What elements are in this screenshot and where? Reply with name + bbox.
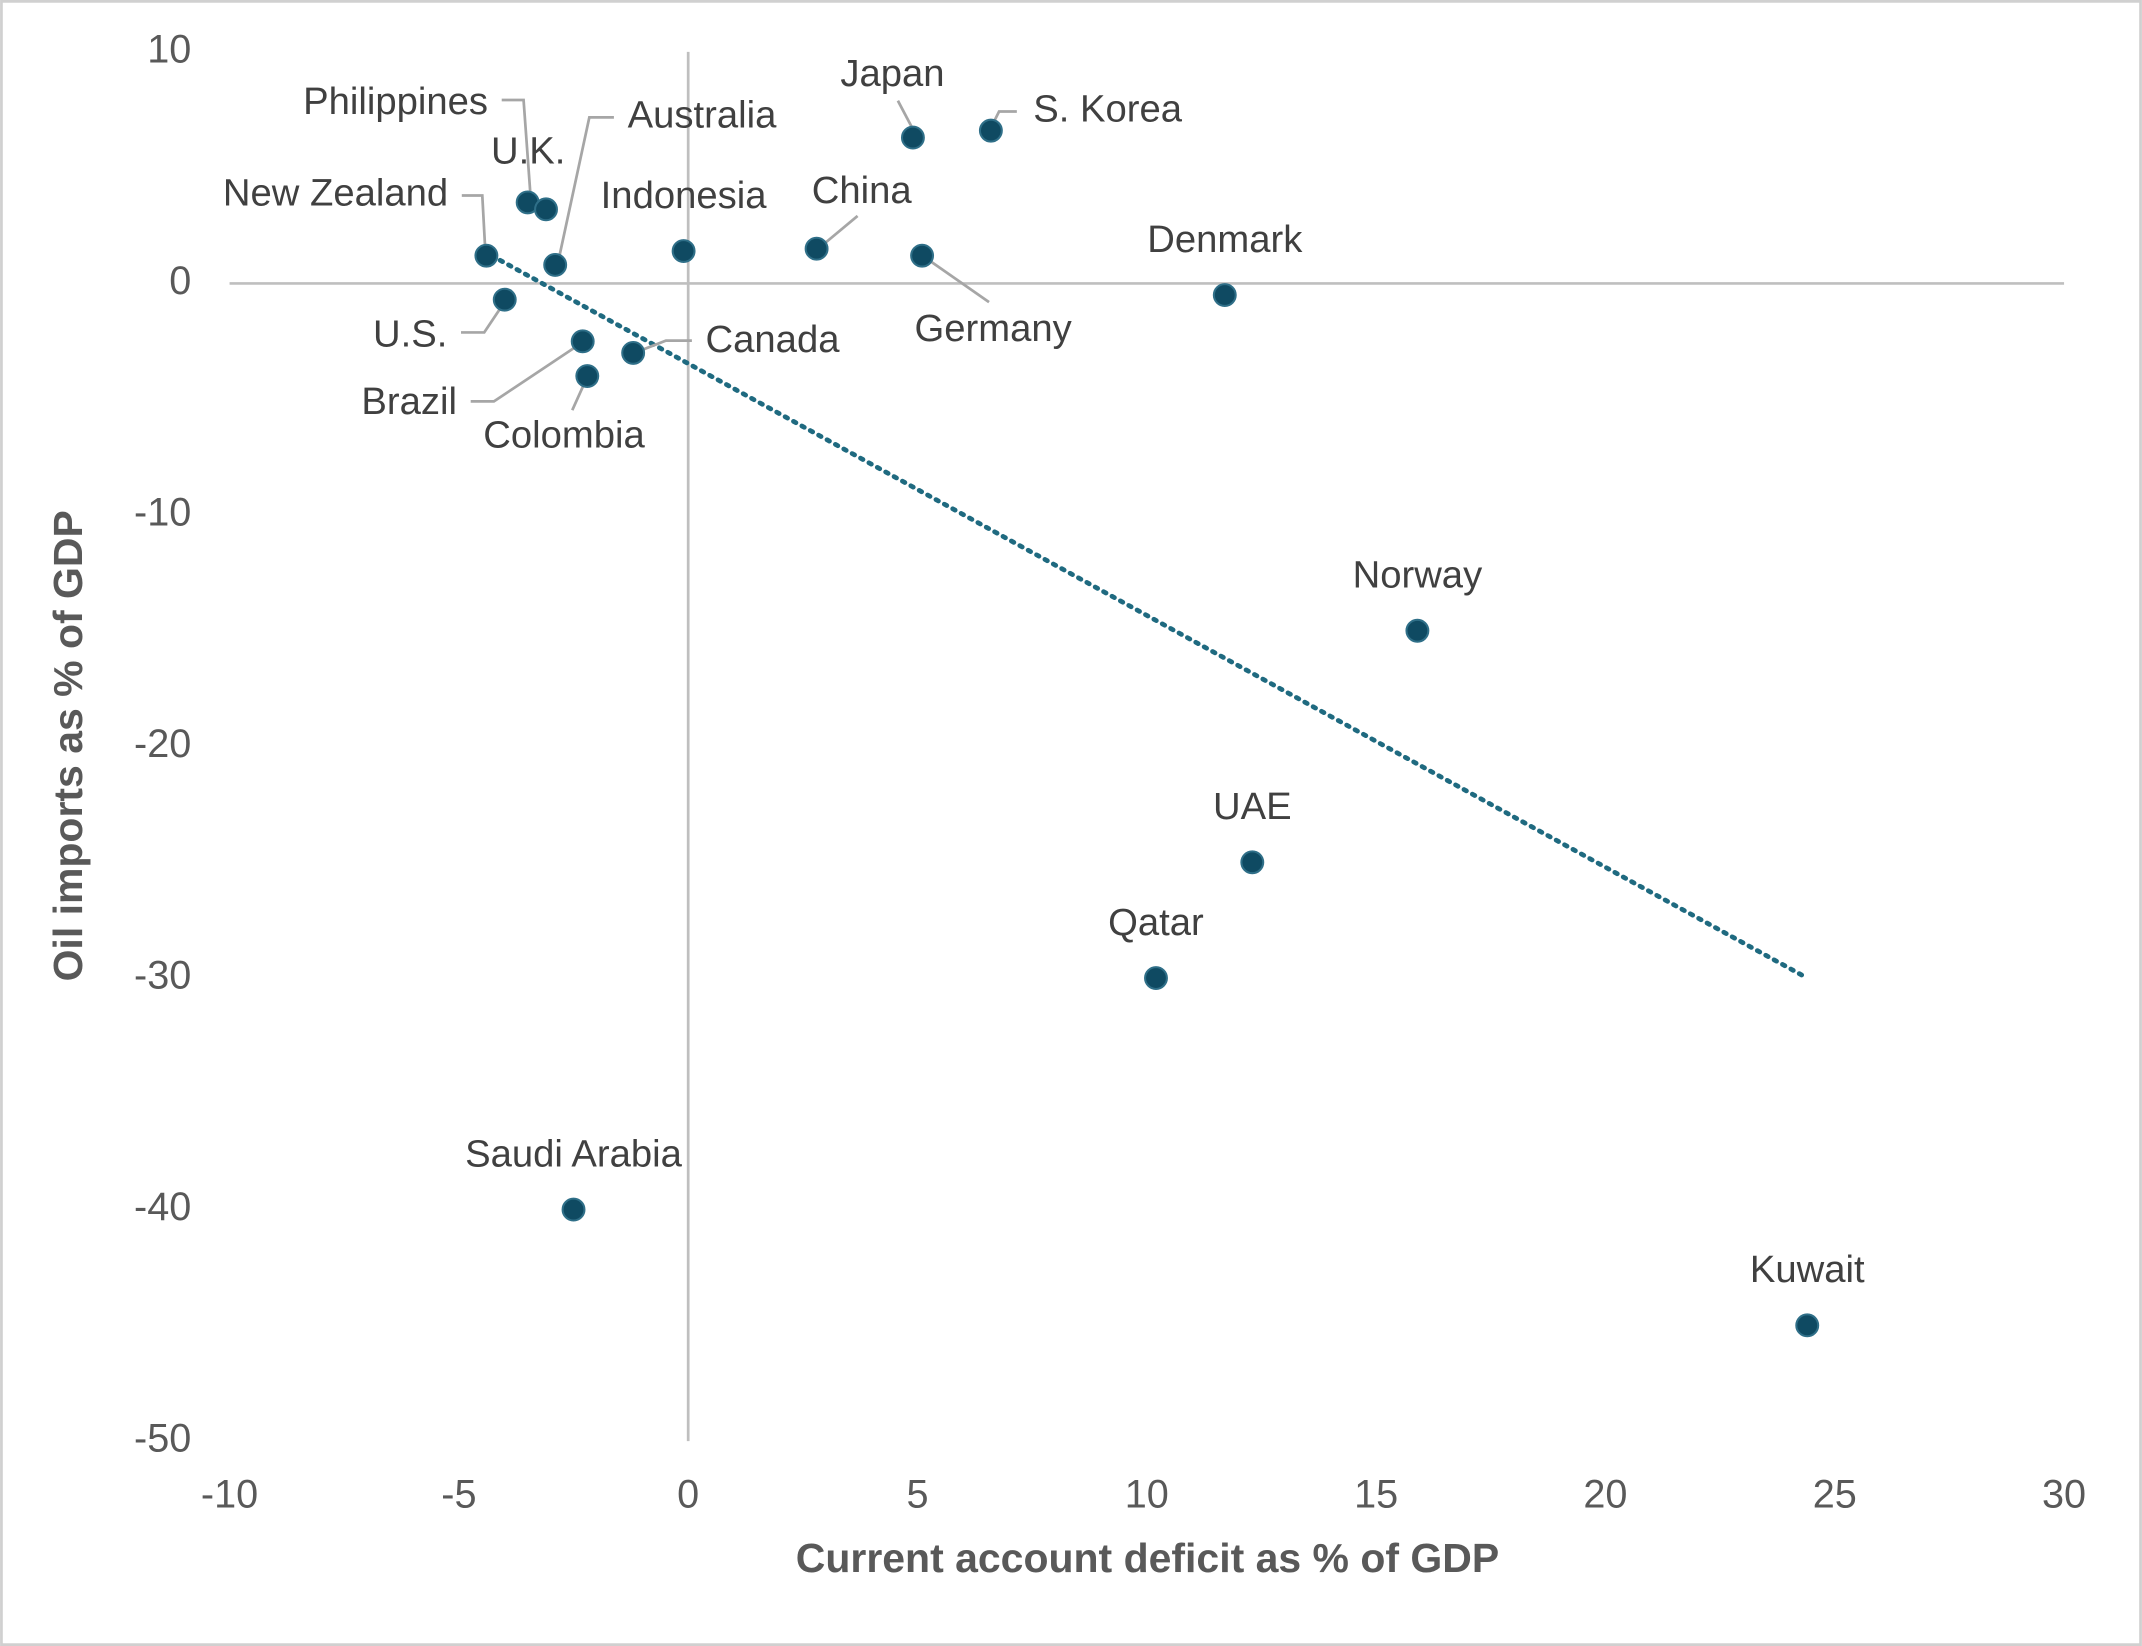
point-label: UAE xyxy=(1213,785,1292,828)
data-point xyxy=(671,239,696,263)
point-label: Brazil xyxy=(361,380,457,423)
point-label: U.S. xyxy=(373,313,447,356)
data-point xyxy=(543,252,568,277)
point-label: New Zealand xyxy=(223,172,448,215)
data-point xyxy=(1240,850,1265,875)
point-label: S. Korea xyxy=(1033,88,1183,131)
point-label: Indonesia xyxy=(601,174,768,217)
x-tick-label: 0 xyxy=(677,1473,699,1517)
data-point xyxy=(561,1197,586,1222)
leader-line xyxy=(557,116,614,258)
data-point xyxy=(1795,1313,1820,1338)
leader-line xyxy=(461,194,487,247)
y-axis-title: Oil imports as % of GDP xyxy=(45,510,91,981)
y-tick-label: -10 xyxy=(134,490,191,534)
x-tick-label: -10 xyxy=(201,1473,258,1517)
leader-line xyxy=(640,339,692,352)
point-label: Canada xyxy=(706,318,841,361)
leader-line xyxy=(571,382,586,411)
leader-line xyxy=(470,345,577,403)
x-tick-label: 15 xyxy=(1354,1473,1398,1517)
point-label: Denmark xyxy=(1147,218,1303,261)
y-tick-label: -30 xyxy=(134,954,191,998)
point-label: Norway xyxy=(1353,554,1483,597)
x-tick-label: -5 xyxy=(441,1473,476,1517)
point-label: Germany xyxy=(914,307,1072,350)
leader-line xyxy=(896,100,913,128)
x-tick-label: 25 xyxy=(1813,1473,1857,1517)
point-label: Australia xyxy=(628,93,777,136)
x-tick-label: 20 xyxy=(1583,1473,1627,1517)
data-point xyxy=(1405,618,1430,643)
x-axis-title: Current account deficit as % of GDP xyxy=(796,1535,1499,1581)
x-tick-label: 30 xyxy=(2042,1473,2086,1517)
y-tick-label: 10 xyxy=(147,27,191,71)
data-point xyxy=(575,364,600,389)
leader-line xyxy=(823,214,859,245)
leader-line xyxy=(461,307,502,334)
point-label: Qatar xyxy=(1108,901,1204,944)
point-label: Colombia xyxy=(483,414,645,457)
point-label: Saudi Arabia xyxy=(465,1132,683,1175)
data-point xyxy=(534,197,558,222)
data-point xyxy=(474,243,499,268)
data-point xyxy=(900,125,925,150)
y-tick-label: 0 xyxy=(169,259,191,303)
data-point xyxy=(1144,966,1168,990)
point-label: China xyxy=(812,169,913,212)
x-tick-label: 5 xyxy=(906,1473,928,1517)
data-point xyxy=(570,329,595,354)
x-tick-label: 10 xyxy=(1125,1473,1169,1517)
point-label: Philippines xyxy=(303,80,488,123)
data-point xyxy=(910,243,935,268)
trendline xyxy=(497,257,1810,981)
data-point xyxy=(1212,283,1237,307)
y-tick-label: -20 xyxy=(134,722,191,766)
data-point xyxy=(804,236,829,261)
data-point xyxy=(978,118,1003,143)
point-label: U.K. xyxy=(491,129,565,172)
leader-line xyxy=(501,98,532,195)
y-tick-label: -50 xyxy=(134,1417,191,1461)
y-tick-label: -40 xyxy=(134,1185,191,1229)
data-point xyxy=(621,340,646,365)
point-label: Japan xyxy=(840,52,944,95)
point-label: Kuwait xyxy=(1750,1248,1865,1291)
data-point xyxy=(492,287,517,312)
leader-line xyxy=(992,110,1017,124)
leader-line xyxy=(929,259,990,304)
